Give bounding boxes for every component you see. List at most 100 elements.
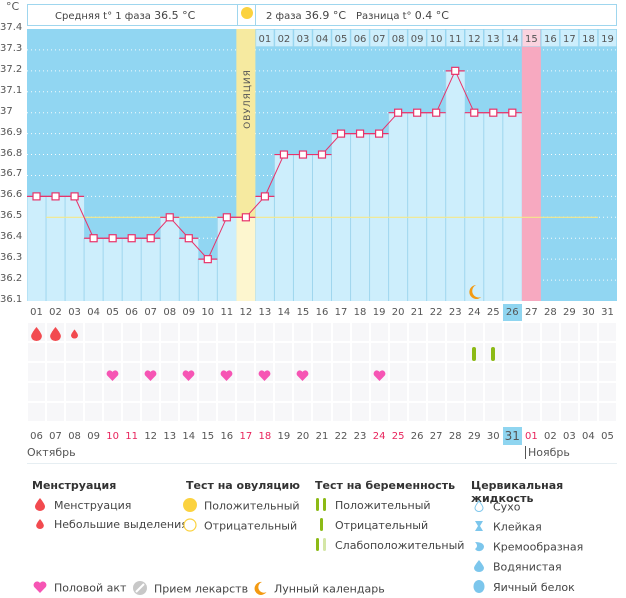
symptom-cell[interactable] <box>123 343 141 361</box>
calendar-date-label[interactable]: 24 <box>372 431 386 442</box>
symptom-cell[interactable] <box>180 323 198 341</box>
symptom-cell[interactable] <box>237 403 255 421</box>
symptom-cell[interactable] <box>598 363 616 381</box>
symptom-cell[interactable] <box>199 363 217 381</box>
symptom-cell[interactable] <box>142 383 160 401</box>
symptom-cell[interactable] <box>522 363 540 381</box>
symptom-cell[interactable] <box>503 383 521 401</box>
symptom-cell[interactable] <box>66 363 84 381</box>
symptom-cell[interactable] <box>28 363 46 381</box>
symptom-cell[interactable] <box>446 323 464 341</box>
symptom-cell[interactable] <box>218 343 236 361</box>
symptom-cell[interactable] <box>522 343 540 361</box>
calendar-date-label[interactable]: 10 <box>106 431 119 442</box>
symptom-cell[interactable] <box>579 343 597 361</box>
calendar-date-label[interactable]: 14 <box>182 431 196 442</box>
symptom-cell[interactable] <box>275 383 293 401</box>
symptom-cell[interactable] <box>560 383 578 401</box>
cycle-day-label[interactable]: 03 <box>68 307 81 318</box>
symptom-cell[interactable] <box>351 383 369 401</box>
cycle-day-label[interactable]: 22 <box>429 307 443 318</box>
symptom-cell[interactable] <box>275 363 293 381</box>
symptom-cell[interactable] <box>275 343 293 361</box>
cycle-day-label[interactable]: 10 <box>201 307 215 318</box>
symptom-cell[interactable] <box>389 343 407 361</box>
symptom-cell[interactable] <box>598 383 616 401</box>
symptom-cell[interactable] <box>370 323 388 341</box>
symptom-cell[interactable] <box>541 323 559 341</box>
calendar-date-label[interactable]: 29 <box>467 431 481 442</box>
symptom-cell[interactable] <box>541 343 559 361</box>
calendar-date-label[interactable]: 21 <box>315 431 329 442</box>
cycle-day-label[interactable]: 31 <box>601 307 614 318</box>
symptom-cell[interactable] <box>579 383 597 401</box>
symptom-cell[interactable] <box>142 343 160 361</box>
calendar-date-label[interactable]: 26 <box>410 431 424 442</box>
calendar-date-label[interactable]: 06 <box>30 431 43 442</box>
symptom-cell[interactable] <box>85 403 103 421</box>
symptom-cell[interactable] <box>237 363 255 381</box>
symptom-cell[interactable] <box>161 383 179 401</box>
cycle-day-label[interactable]: 05 <box>106 307 119 318</box>
cycle-day-label[interactable]: 14 <box>277 307 291 318</box>
calendar-date-label[interactable]: 19 <box>277 431 291 442</box>
symptom-cell[interactable] <box>237 383 255 401</box>
symptom-cell[interactable] <box>313 383 331 401</box>
symptom-cell[interactable] <box>161 363 179 381</box>
symptom-cell[interactable] <box>28 343 46 361</box>
symptom-cell[interactable] <box>560 363 578 381</box>
calendar-date-label[interactable]: 02 <box>543 431 557 442</box>
symptom-cell[interactable] <box>579 363 597 381</box>
symptom-cell[interactable] <box>446 403 464 421</box>
symptom-cell[interactable] <box>256 383 274 401</box>
symptom-cell[interactable] <box>484 363 502 381</box>
symptom-cell[interactable] <box>465 403 483 421</box>
symptom-cell[interactable] <box>275 323 293 341</box>
calendar-date-label[interactable]: 25 <box>391 431 405 442</box>
cycle-day-label[interactable]: 21 <box>410 307 424 318</box>
symptom-cell[interactable] <box>503 323 521 341</box>
symptom-cell[interactable] <box>484 323 502 341</box>
symptom-cell[interactable] <box>85 363 103 381</box>
symptom-cell[interactable] <box>427 383 445 401</box>
cycle-day-label[interactable]: 16 <box>315 307 329 318</box>
symptom-cell[interactable] <box>313 343 331 361</box>
calendar-date-label[interactable]: 11 <box>125 431 139 442</box>
cycle-day-label[interactable]: 26 <box>502 304 522 321</box>
cycle-day-label[interactable]: 11 <box>220 307 234 318</box>
cycle-day-label[interactable]: 20 <box>391 307 405 318</box>
symptom-cell[interactable] <box>313 323 331 341</box>
symptom-cell[interactable] <box>104 403 122 421</box>
cycle-day-label[interactable]: 15 <box>296 307 310 318</box>
symptom-cell[interactable] <box>332 383 350 401</box>
symptom-cell[interactable] <box>465 363 483 381</box>
calendar-date-label[interactable]: 18 <box>258 431 272 442</box>
symptom-cell[interactable] <box>180 403 198 421</box>
calendar-date-label[interactable]: 16 <box>220 431 234 442</box>
cycle-day-label[interactable]: 25 <box>486 307 500 318</box>
symptom-cell[interactable] <box>123 403 141 421</box>
cycle-day-label[interactable]: 02 <box>49 307 62 318</box>
calendar-date-label[interactable]: 09 <box>87 431 100 442</box>
calendar-date-label[interactable]: 04 <box>582 431 595 442</box>
calendar-date-label[interactable]: 03 <box>563 431 576 442</box>
symptom-cell[interactable] <box>218 323 236 341</box>
symptom-cell[interactable] <box>142 323 160 341</box>
cycle-day-label[interactable]: 29 <box>563 307 576 318</box>
symptom-cell[interactable] <box>541 403 559 421</box>
symptom-cell[interactable] <box>28 383 46 401</box>
symptom-cell[interactable] <box>541 363 559 381</box>
cycle-day-label[interactable]: 08 <box>163 307 177 318</box>
symptom-cell[interactable] <box>522 323 540 341</box>
calendar-date-label[interactable]: 12 <box>144 431 158 442</box>
symptom-cell[interactable] <box>161 403 179 421</box>
symptom-cell[interactable] <box>598 323 616 341</box>
symptom-cell[interactable] <box>522 403 540 421</box>
symptom-cell[interactable] <box>484 403 502 421</box>
calendar-date-label[interactable]: 27 <box>429 431 443 442</box>
calendar-date-label[interactable]: 08 <box>68 431 81 442</box>
cycle-day-label[interactable]: 28 <box>543 307 557 318</box>
symptom-cell[interactable] <box>351 403 369 421</box>
calendar-date-label[interactable]: 05 <box>601 431 614 442</box>
symptom-cell[interactable] <box>446 363 464 381</box>
